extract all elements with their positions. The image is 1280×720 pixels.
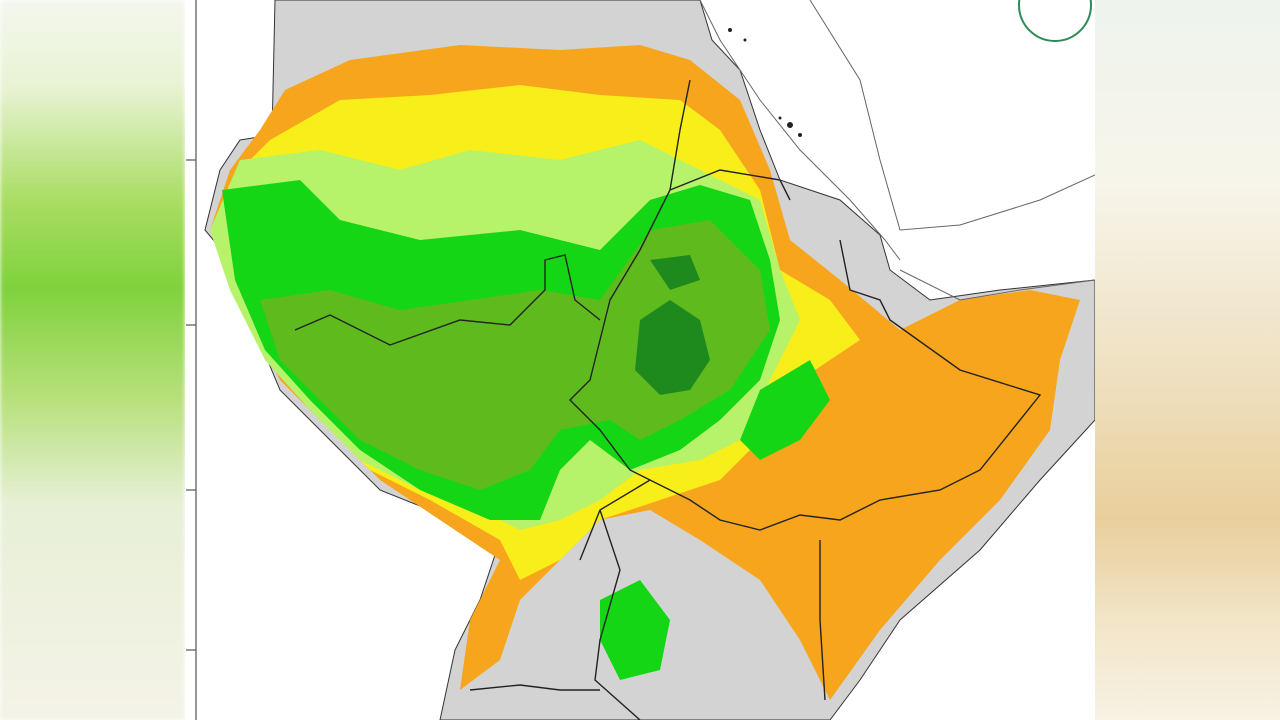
frame-axis xyxy=(186,0,197,720)
medium-green-region xyxy=(260,220,770,490)
dark-green-patch xyxy=(650,255,700,290)
borders xyxy=(294,79,1042,720)
coastlines xyxy=(699,0,1095,301)
logo xyxy=(1018,0,1092,42)
dark-green-region xyxy=(635,300,710,395)
islands xyxy=(728,28,802,137)
map xyxy=(185,0,1095,720)
blurred-left-panel xyxy=(0,0,185,720)
green-region-east xyxy=(740,360,830,460)
blurred-right-panel xyxy=(1095,0,1280,720)
green-region-south xyxy=(600,580,670,680)
